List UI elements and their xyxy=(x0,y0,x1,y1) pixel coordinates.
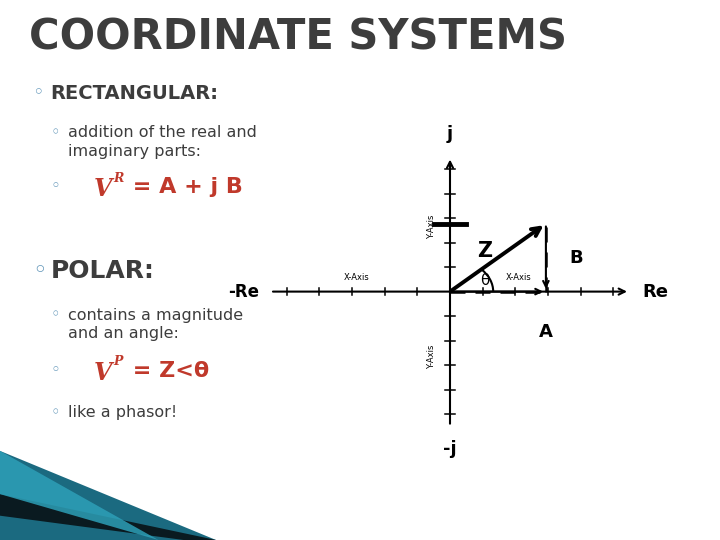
Text: = Z<θ: = Z<θ xyxy=(125,361,210,381)
Text: addition of the real and
imaginary parts:: addition of the real and imaginary parts… xyxy=(68,125,257,159)
Text: ◦: ◦ xyxy=(50,125,60,140)
Text: Y-Axis: Y-Axis xyxy=(427,344,436,368)
Text: A: A xyxy=(539,323,553,341)
Polygon shape xyxy=(0,451,216,540)
Text: -Re: -Re xyxy=(228,282,259,301)
Text: Re: Re xyxy=(643,282,669,301)
Text: = A + j B: = A + j B xyxy=(125,177,243,197)
Text: POLAR:: POLAR: xyxy=(50,259,154,283)
Text: V: V xyxy=(94,177,112,201)
Text: X-Axis: X-Axis xyxy=(343,273,369,282)
Text: V: V xyxy=(94,361,112,384)
Text: Y-Axis: Y-Axis xyxy=(427,215,436,239)
Polygon shape xyxy=(0,451,158,540)
Text: ◦: ◦ xyxy=(50,177,60,195)
Text: COORDINATE SYSTEMS: COORDINATE SYSTEMS xyxy=(29,16,567,58)
Text: RECTANGULAR:: RECTANGULAR: xyxy=(50,84,218,103)
Text: ◦: ◦ xyxy=(50,308,60,323)
Text: P: P xyxy=(114,355,123,368)
Text: contains a magnitude
and an angle:: contains a magnitude and an angle: xyxy=(68,308,243,341)
Text: ◦: ◦ xyxy=(32,259,47,283)
Text: Z: Z xyxy=(477,241,492,261)
Text: θ: θ xyxy=(480,273,490,288)
Polygon shape xyxy=(0,494,216,540)
Text: ◦: ◦ xyxy=(50,405,60,420)
Text: like a phasor!: like a phasor! xyxy=(68,405,178,420)
Text: B: B xyxy=(569,248,582,267)
Text: R: R xyxy=(114,172,124,185)
Text: X-Axis: X-Axis xyxy=(505,273,531,282)
Text: -j: -j xyxy=(444,440,456,458)
Text: ◦: ◦ xyxy=(50,361,60,379)
Text: j: j xyxy=(447,125,453,143)
Text: ◦: ◦ xyxy=(32,84,44,103)
